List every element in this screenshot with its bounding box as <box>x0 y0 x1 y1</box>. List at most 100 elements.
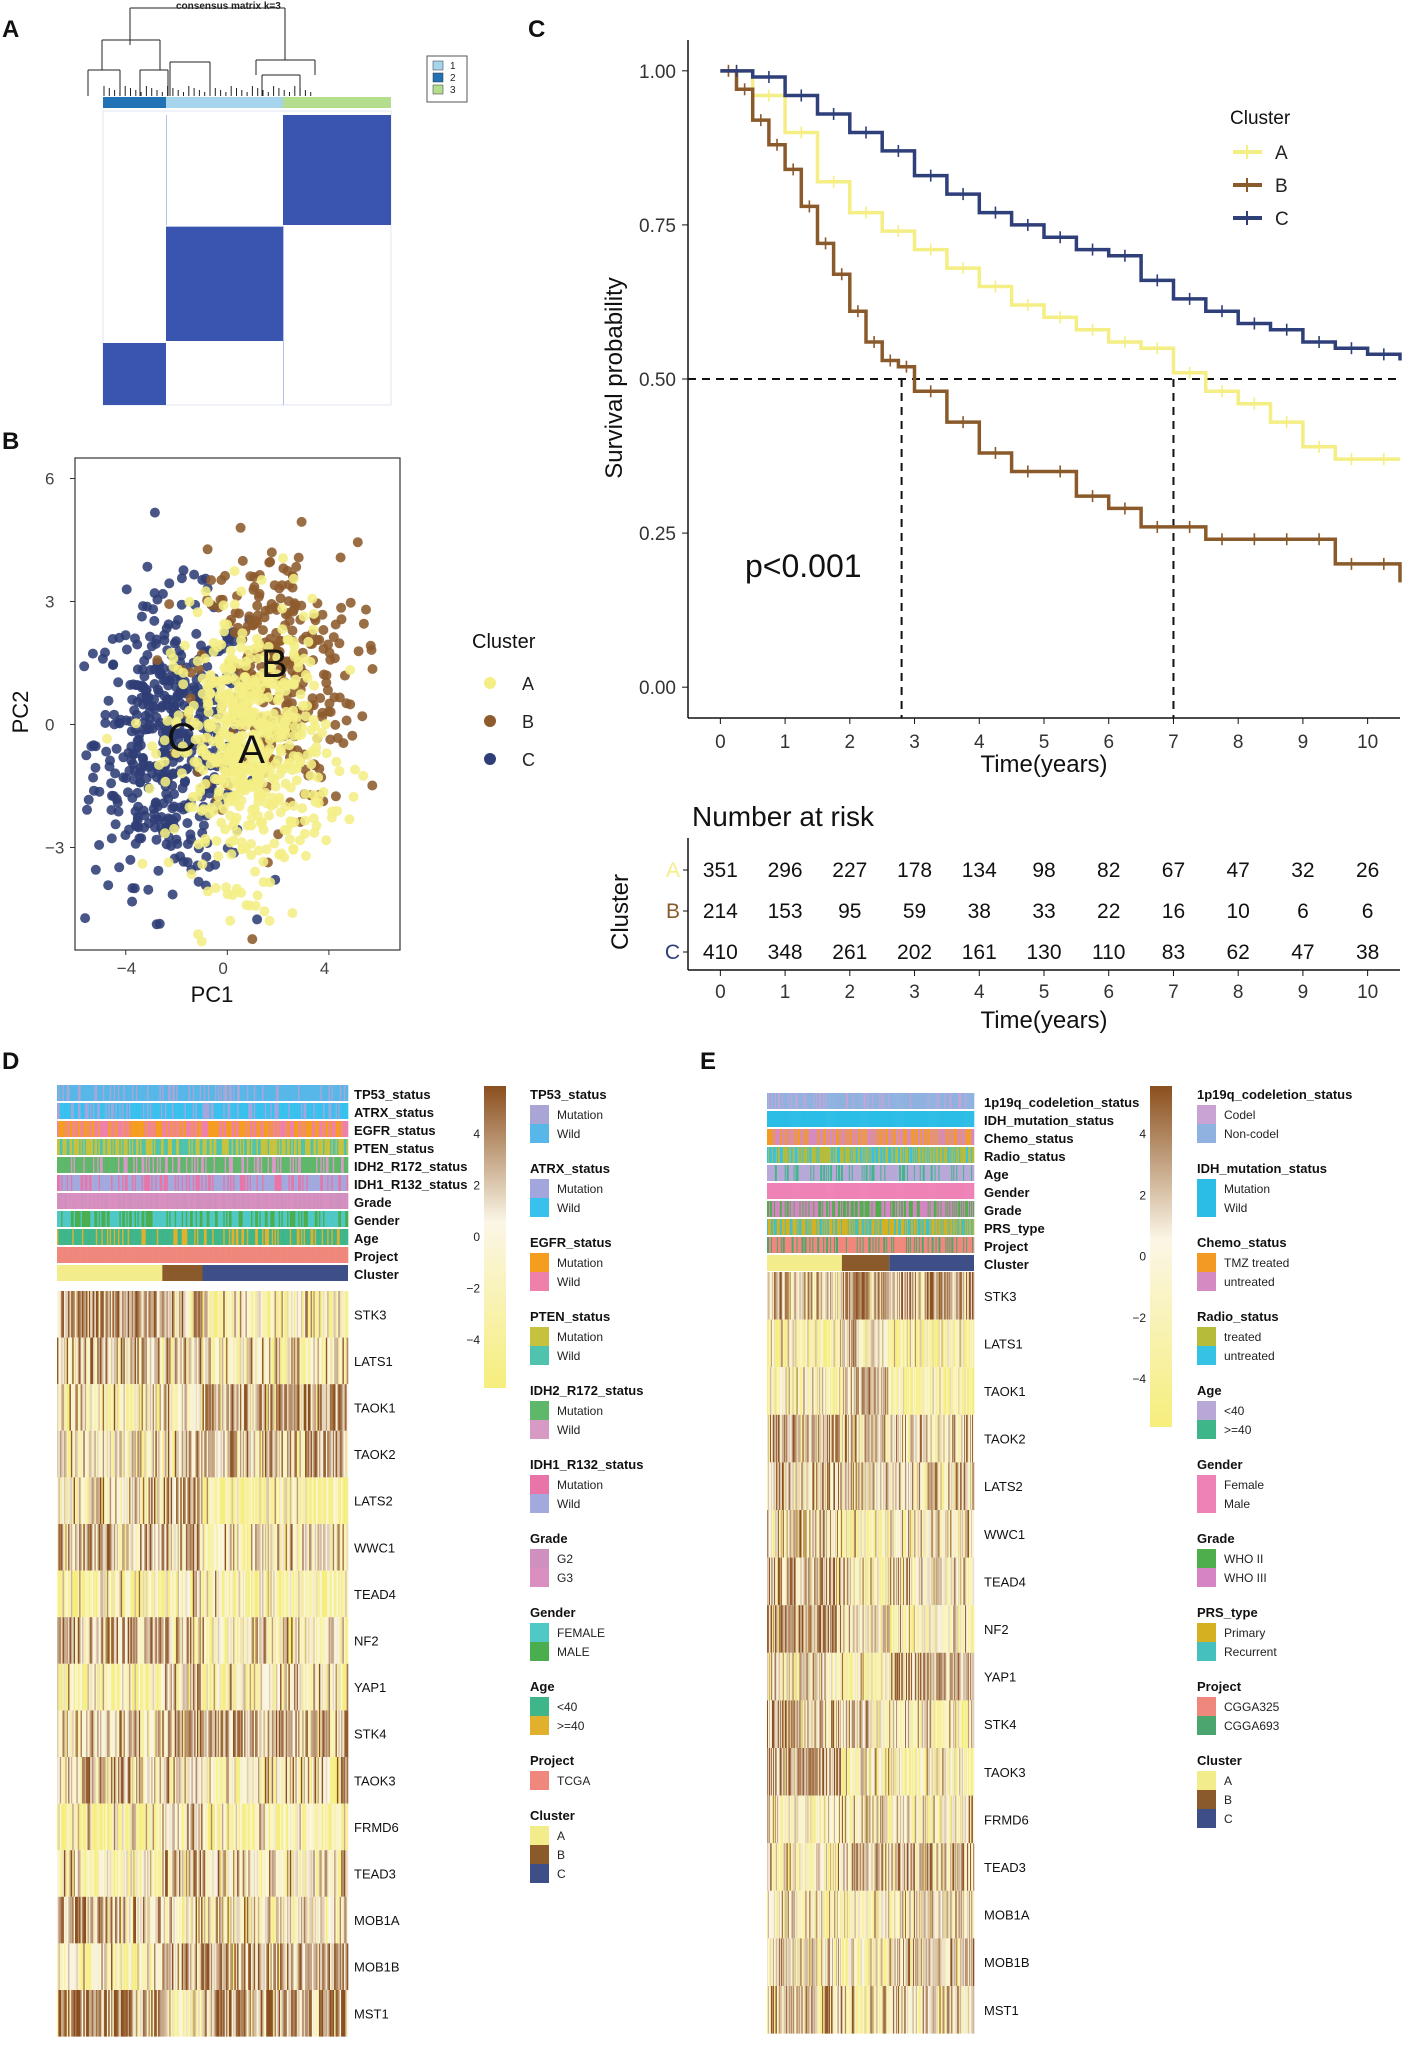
risk-cell: 6 <box>1297 900 1309 923</box>
consensus-legend-label-3: 3 <box>450 85 456 96</box>
pca-point-C <box>90 864 101 875</box>
pca-point-A <box>165 648 176 658</box>
pca-point-C <box>142 650 153 660</box>
pca-point-C <box>88 772 99 783</box>
pca-point-B <box>248 584 259 595</box>
pca-point-A <box>288 648 299 659</box>
pca-point-C <box>121 644 132 655</box>
pca-point-A <box>217 699 228 710</box>
km-ytick-label: 1.00 <box>639 62 676 83</box>
pca-point-C <box>171 636 182 647</box>
pca-point-A <box>244 696 255 707</box>
risk-cell: 10 <box>1227 900 1250 923</box>
pca-point-A <box>200 833 211 844</box>
pca-point-C <box>79 661 90 672</box>
pca-point-C <box>202 661 213 672</box>
km-curve-A <box>720 69 1400 461</box>
pca-point-B <box>317 707 328 718</box>
pca-xtick-label: −4 <box>117 959 136 978</box>
pca-point-A <box>280 778 291 789</box>
pca-point-A <box>221 882 232 893</box>
heatmap-row-stk3 <box>57 1291 349 1338</box>
pca-point-C <box>111 743 122 754</box>
pca-point-B <box>324 698 335 709</box>
pca-point-B <box>358 618 369 629</box>
km-legend-label-A: A <box>1275 143 1288 164</box>
pca-point-C <box>87 648 98 659</box>
pca-point-A <box>219 778 230 789</box>
risk-xtick-label: 6 <box>1103 982 1114 1003</box>
pca-point-C <box>129 705 140 716</box>
pca-point-A <box>305 770 316 781</box>
km-xtick-label: 2 <box>845 732 856 753</box>
annotation-track-egfr-status <box>57 1121 349 1137</box>
pca-point-A <box>225 645 236 656</box>
annotation-label: Age <box>354 1231 379 1246</box>
pca-point-B <box>330 619 341 630</box>
km-ytick-label: 0.75 <box>639 216 676 237</box>
pca-point-B <box>321 677 332 688</box>
risk-xtick-label: 9 <box>1298 982 1309 1003</box>
pca-point-B <box>347 730 358 741</box>
consensus-legend-swatch-1 <box>432 60 444 71</box>
pca-point-A <box>211 836 222 846</box>
pca-point-A <box>277 624 288 635</box>
pca-point-A <box>288 573 299 584</box>
pca-point-C <box>124 824 134 835</box>
pca-point-B <box>325 734 336 745</box>
pca-point-B <box>296 516 307 527</box>
pca-point-A <box>131 718 141 729</box>
pca-point-A <box>345 665 356 675</box>
pca-point-C <box>138 681 149 692</box>
pca-point-C <box>146 641 157 652</box>
pca-point-B <box>336 602 347 613</box>
pca-point-C <box>106 778 117 789</box>
pca-point-C <box>167 803 178 814</box>
pca-point-C <box>153 865 164 876</box>
pca-point-A <box>264 915 275 926</box>
annotation-track-cluster <box>57 1265 348 1281</box>
heatmap-row-wwc1 <box>57 1524 349 1571</box>
pca-point-C <box>100 647 110 658</box>
annotation-track-age <box>57 1229 349 1245</box>
pca-point-A <box>236 686 247 697</box>
pca-point-A <box>308 608 319 619</box>
pca-point-A <box>203 681 214 692</box>
pca-point-B <box>252 600 263 611</box>
pca-point-B <box>264 604 275 615</box>
risk-cell: 59 <box>903 900 926 923</box>
pca-point-A <box>306 759 317 770</box>
pca-point-A <box>287 908 298 918</box>
pca-point-C <box>151 834 162 845</box>
pca-point-C <box>143 762 154 773</box>
pca-point-C <box>110 768 121 779</box>
pca-point-C <box>143 700 154 711</box>
pca-point-A <box>102 733 112 744</box>
pca-point-C <box>80 913 91 924</box>
km-legend-label-B: B <box>1275 176 1288 197</box>
pca-point-B <box>235 522 246 533</box>
pca-point-C <box>179 777 190 788</box>
km-xtick-label: 4 <box>974 732 985 753</box>
risk-cell: 227 <box>832 859 867 882</box>
pca-point-C <box>149 615 160 626</box>
pca-point-A <box>300 669 311 680</box>
pca-legend-label-B: B <box>522 712 534 732</box>
risk-cell: 261 <box>832 941 867 964</box>
pca-point-C <box>189 569 200 580</box>
annotation-cell <box>346 1157 349 1173</box>
pca-point-A <box>194 762 205 773</box>
pca-point-A <box>244 900 255 911</box>
pca-point-C <box>94 840 105 850</box>
pca-cluster-label-C: C <box>167 716 196 760</box>
pca-point-A <box>228 773 238 783</box>
pca-point-C <box>178 565 189 576</box>
pca-point-B <box>202 544 213 555</box>
pca-point-A <box>179 640 190 651</box>
annotation-track-idh1-r132-status <box>57 1175 349 1191</box>
heatmap-row-lats1 <box>57 1337 349 1385</box>
pca-point-A <box>246 850 257 861</box>
pca-point-A <box>288 730 299 741</box>
km-xtick-label: 3 <box>909 732 920 753</box>
